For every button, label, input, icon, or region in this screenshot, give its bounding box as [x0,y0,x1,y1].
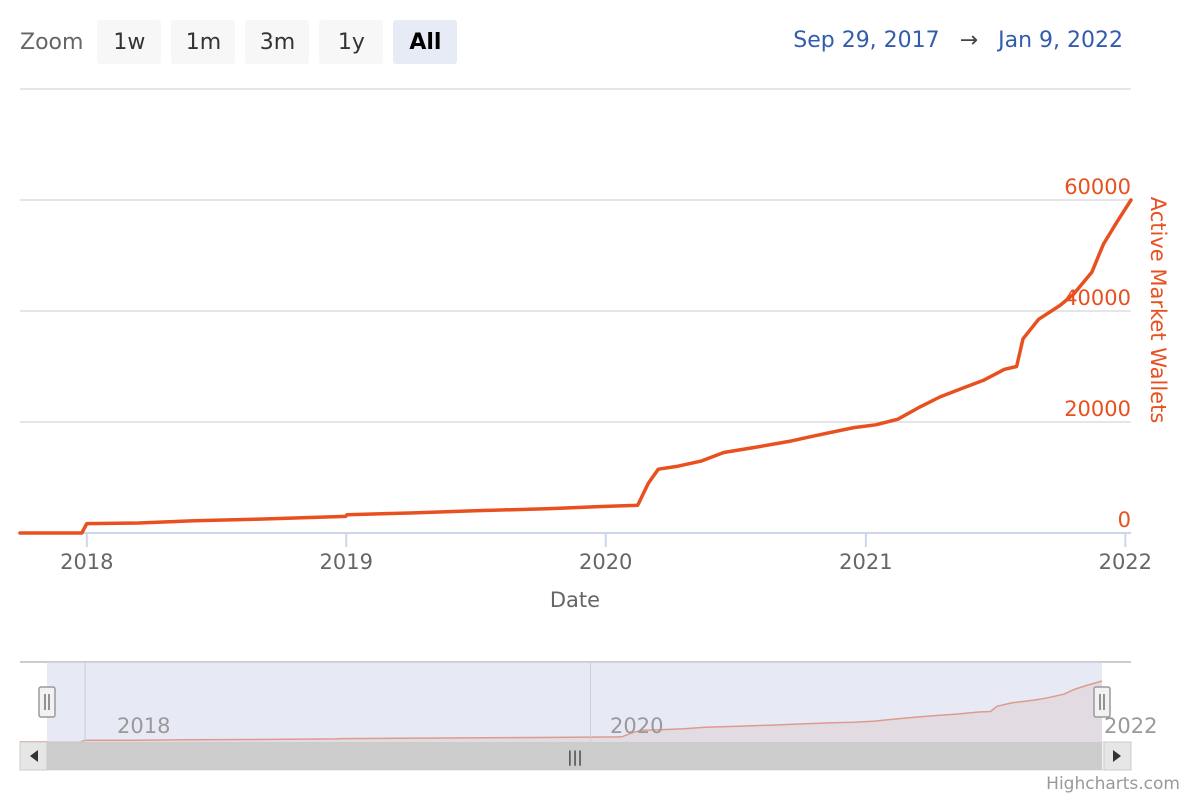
navigator-label-2018: 2018 [117,714,170,738]
y-tick-label-40000: 40000 [1064,286,1131,310]
range-from-input[interactable]: Sep 29, 2017 [793,28,940,53]
credits-link[interactable]: Highcharts.com [1046,774,1180,794]
scroll-left-arrow-icon [30,750,38,762]
y-tick-label-60000: 60000 [1064,175,1131,199]
x-axis-title: Date [550,588,600,612]
navigator-label-2022: 2022 [1104,714,1157,738]
navigator-right-handle[interactable] [1093,686,1111,718]
x-tick-label-2019: 2019 [320,550,373,574]
x-tick-label-2021: 2021 [839,550,892,574]
x-axis-ticks: 2018 2019 2020 2021 2022 [60,533,1152,574]
zoom-all-button[interactable]: All [393,20,458,64]
x-tick-label-2020: 2020 [579,550,632,574]
x-tick-label-2018: 2018 [60,550,113,574]
y-gridlines [20,199,1131,423]
date-range: Sep 29, 2017 → Jan 9, 2022 [793,28,1123,53]
zoom-label: Zoom [20,29,84,55]
zoom-bar: Zoom 1w 1m 3m 1y All [20,20,467,64]
zoom-3m-button[interactable]: 3m [245,20,310,64]
navigator-gridlines [84,662,591,742]
navigator-selected-range[interactable] [47,662,1102,742]
zoom-1y-button[interactable]: 1y [319,20,384,64]
scrollbar-thumb[interactable] [47,742,1102,770]
y-tick-label-20000: 20000 [1064,397,1131,421]
x-tick-label-2022: 2022 [1099,550,1152,574]
zoom-1w-button[interactable]: 1w [97,20,162,64]
zoom-1m-button[interactable]: 1m [171,20,236,64]
range-arrow-icon: → [959,28,979,53]
scroll-right-arrow-icon [1113,750,1121,762]
scrollbar-grip-icon: ||| [567,748,582,766]
y-axis-ticks: 0 20000 40000 60000 [1064,175,1131,532]
y-axis-title: Active Market Wallets [1146,197,1170,424]
range-to-input[interactable]: Jan 9, 2022 [998,28,1123,53]
y-tick-label-0: 0 [1118,508,1131,532]
navigator-label-2020: 2020 [610,714,663,738]
navigator-left-handle[interactable] [38,686,56,718]
series-line[interactable] [18,198,1133,535]
